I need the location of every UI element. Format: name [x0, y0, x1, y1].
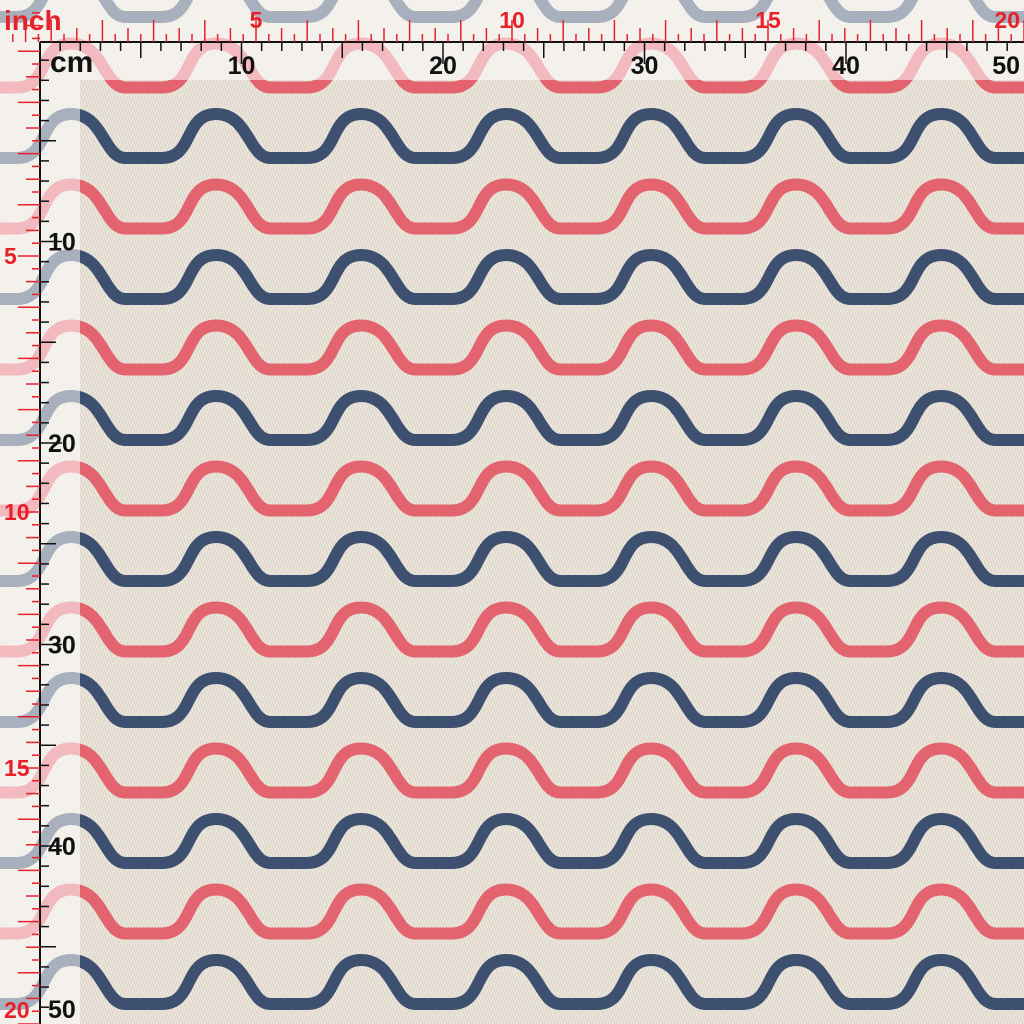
top-inch-label: 15 [755, 7, 781, 33]
top-cm-label: 30 [631, 52, 659, 80]
left-inch-label: 20 [4, 997, 30, 1023]
top-cm-label: 50 [992, 52, 1020, 80]
top-inch-label: 20 [994, 7, 1020, 33]
cm-unit: cm [50, 46, 93, 79]
top-cm-label: 20 [429, 52, 457, 80]
left-cm-label: 20 [48, 430, 76, 458]
top-cm-label: 10 [228, 52, 256, 80]
left-cm-label: 10 [48, 229, 76, 257]
top-inch-label: 10 [499, 7, 525, 33]
left-cm-label: 30 [48, 632, 76, 660]
top-inch-label: 5 [250, 7, 263, 33]
top-cm-label: 40 [832, 52, 860, 80]
left-cm-label: 50 [48, 996, 76, 1024]
left-inch-label: 10 [4, 499, 30, 525]
inch-unit: inch [4, 5, 62, 36]
left-cm-label: 40 [48, 833, 76, 861]
ruler-ticks [12, 12, 1024, 1024]
left-inch-label: 5 [4, 243, 17, 269]
left-inch-label: 15 [4, 755, 30, 781]
